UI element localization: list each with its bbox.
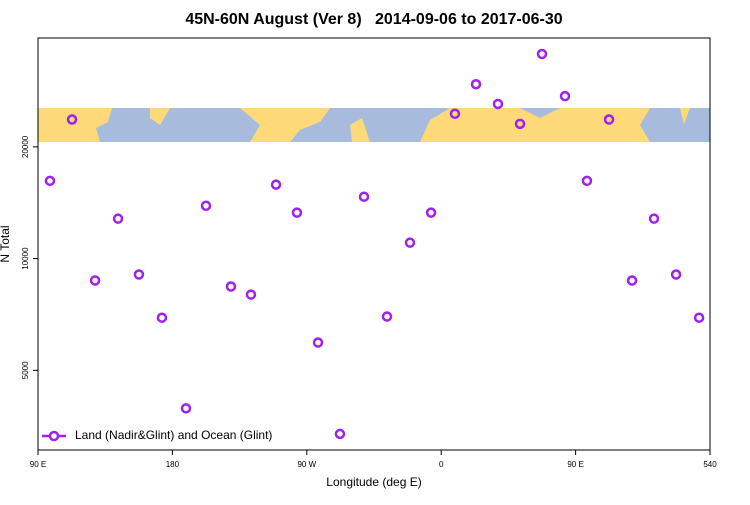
- y-tick-label: 5000: [21, 361, 30, 379]
- point: [89, 275, 101, 286]
- chart-title: 45N-60N August (Ver 8) 2014-09-06 to 201…: [185, 11, 562, 28]
- point: [180, 403, 192, 414]
- legend-label: Land (Nadir&Glint) and Ocean (Glint): [75, 428, 272, 442]
- x-axis-label: Longitude (deg E): [326, 475, 421, 489]
- point: [603, 114, 615, 125]
- y-axis-label: N Total: [0, 225, 12, 262]
- x-tick-label: 90 E: [567, 460, 583, 469]
- x-tick-label: 90 W: [297, 460, 316, 469]
- point: [581, 175, 593, 187]
- point: [312, 337, 324, 348]
- point: [334, 428, 346, 440]
- point: [133, 269, 145, 280]
- point: [693, 312, 705, 323]
- x-tick-label: 90 E: [30, 460, 46, 469]
- point: [470, 78, 482, 90]
- point: [225, 281, 237, 292]
- point: [449, 108, 461, 120]
- point: [514, 118, 526, 130]
- y-tick-label: 20000: [21, 135, 30, 158]
- point: [66, 114, 78, 125]
- point: [112, 213, 124, 224]
- point: [559, 90, 571, 102]
- point: [381, 311, 393, 322]
- x-tick-label: 180: [166, 460, 180, 469]
- point: [670, 269, 682, 280]
- point: [245, 289, 257, 300]
- x-tick-label: 0: [439, 460, 444, 469]
- point: [425, 207, 437, 218]
- point: [44, 175, 56, 187]
- point: [200, 200, 212, 212]
- point: [492, 98, 504, 110]
- point: [626, 275, 638, 286]
- point: [291, 207, 303, 218]
- point: [270, 179, 282, 190]
- point: [156, 312, 168, 323]
- point: [536, 48, 548, 60]
- point: [404, 237, 416, 248]
- point: [648, 213, 660, 224]
- x-tick-label: 540: [703, 460, 717, 469]
- legend-marker: [48, 430, 60, 442]
- map-strip: [38, 108, 710, 142]
- y-tick-label: 10000: [21, 247, 30, 270]
- point: [358, 191, 370, 202]
- plot-frame: [37, 37, 711, 451]
